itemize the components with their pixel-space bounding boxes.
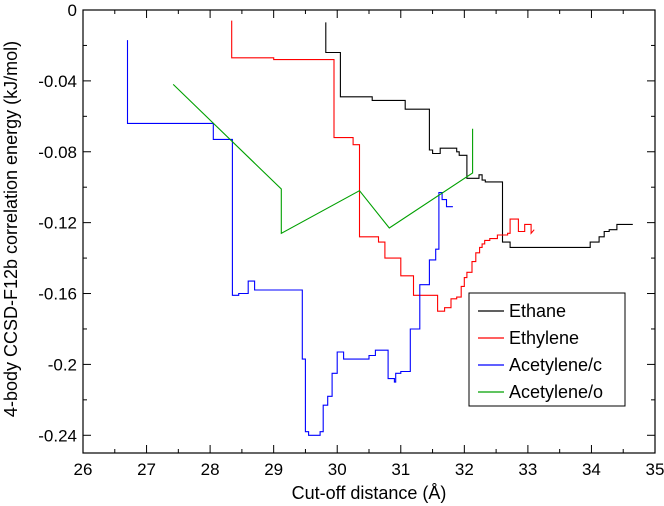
x-tick-label: 34 xyxy=(582,460,601,479)
y-axis-title: 4-body CCSD-F12b correlation energy (kJ/… xyxy=(1,41,21,417)
x-tick-label: 26 xyxy=(74,460,93,479)
legend-label: Ethane xyxy=(509,301,566,321)
y-tick-label: -0.04 xyxy=(38,72,77,91)
x-tick-label: 33 xyxy=(518,460,537,479)
x-tick-label: 31 xyxy=(391,460,410,479)
series-line-ethylene xyxy=(231,20,535,312)
y-tick-label: -0.12 xyxy=(38,214,77,233)
legend-label: Acetylene/c xyxy=(509,355,602,375)
legend-box xyxy=(468,292,626,407)
x-axis-title: Cut-off distance (Å) xyxy=(292,483,447,503)
legend-label: Ethylene xyxy=(509,328,579,348)
x-tick-label: 29 xyxy=(264,460,283,479)
y-tick-label: -0.24 xyxy=(38,426,77,445)
plot-series-group xyxy=(126,20,633,436)
series-line-ethane xyxy=(325,22,633,248)
y-tick-label: 0 xyxy=(68,1,77,20)
legend-label: Acetylene/o xyxy=(509,382,603,402)
series-line-acetylene-o xyxy=(172,84,474,235)
y-axis: 0 -0.04 -0.08 -0.12 -0.16 -0.2 -0.24 xyxy=(38,1,655,445)
x-tick-label: 35 xyxy=(646,460,664,479)
y-tick-label: -0.08 xyxy=(38,143,77,162)
x-axis: 26 27 28 29 30 31 32 33 34 35 xyxy=(74,10,664,479)
x-tick-label: 30 xyxy=(328,460,347,479)
y-tick-label: -0.2 xyxy=(48,355,77,374)
x-tick-label: 28 xyxy=(201,460,220,479)
y-tick-label: -0.16 xyxy=(38,285,77,304)
x-tick-label: 32 xyxy=(455,460,474,479)
series-line-acetylene-c xyxy=(126,40,453,436)
x-tick-label: 27 xyxy=(137,460,156,479)
legend: Ethane Ethylene Acetylene/c Acetylene/o xyxy=(468,292,626,407)
